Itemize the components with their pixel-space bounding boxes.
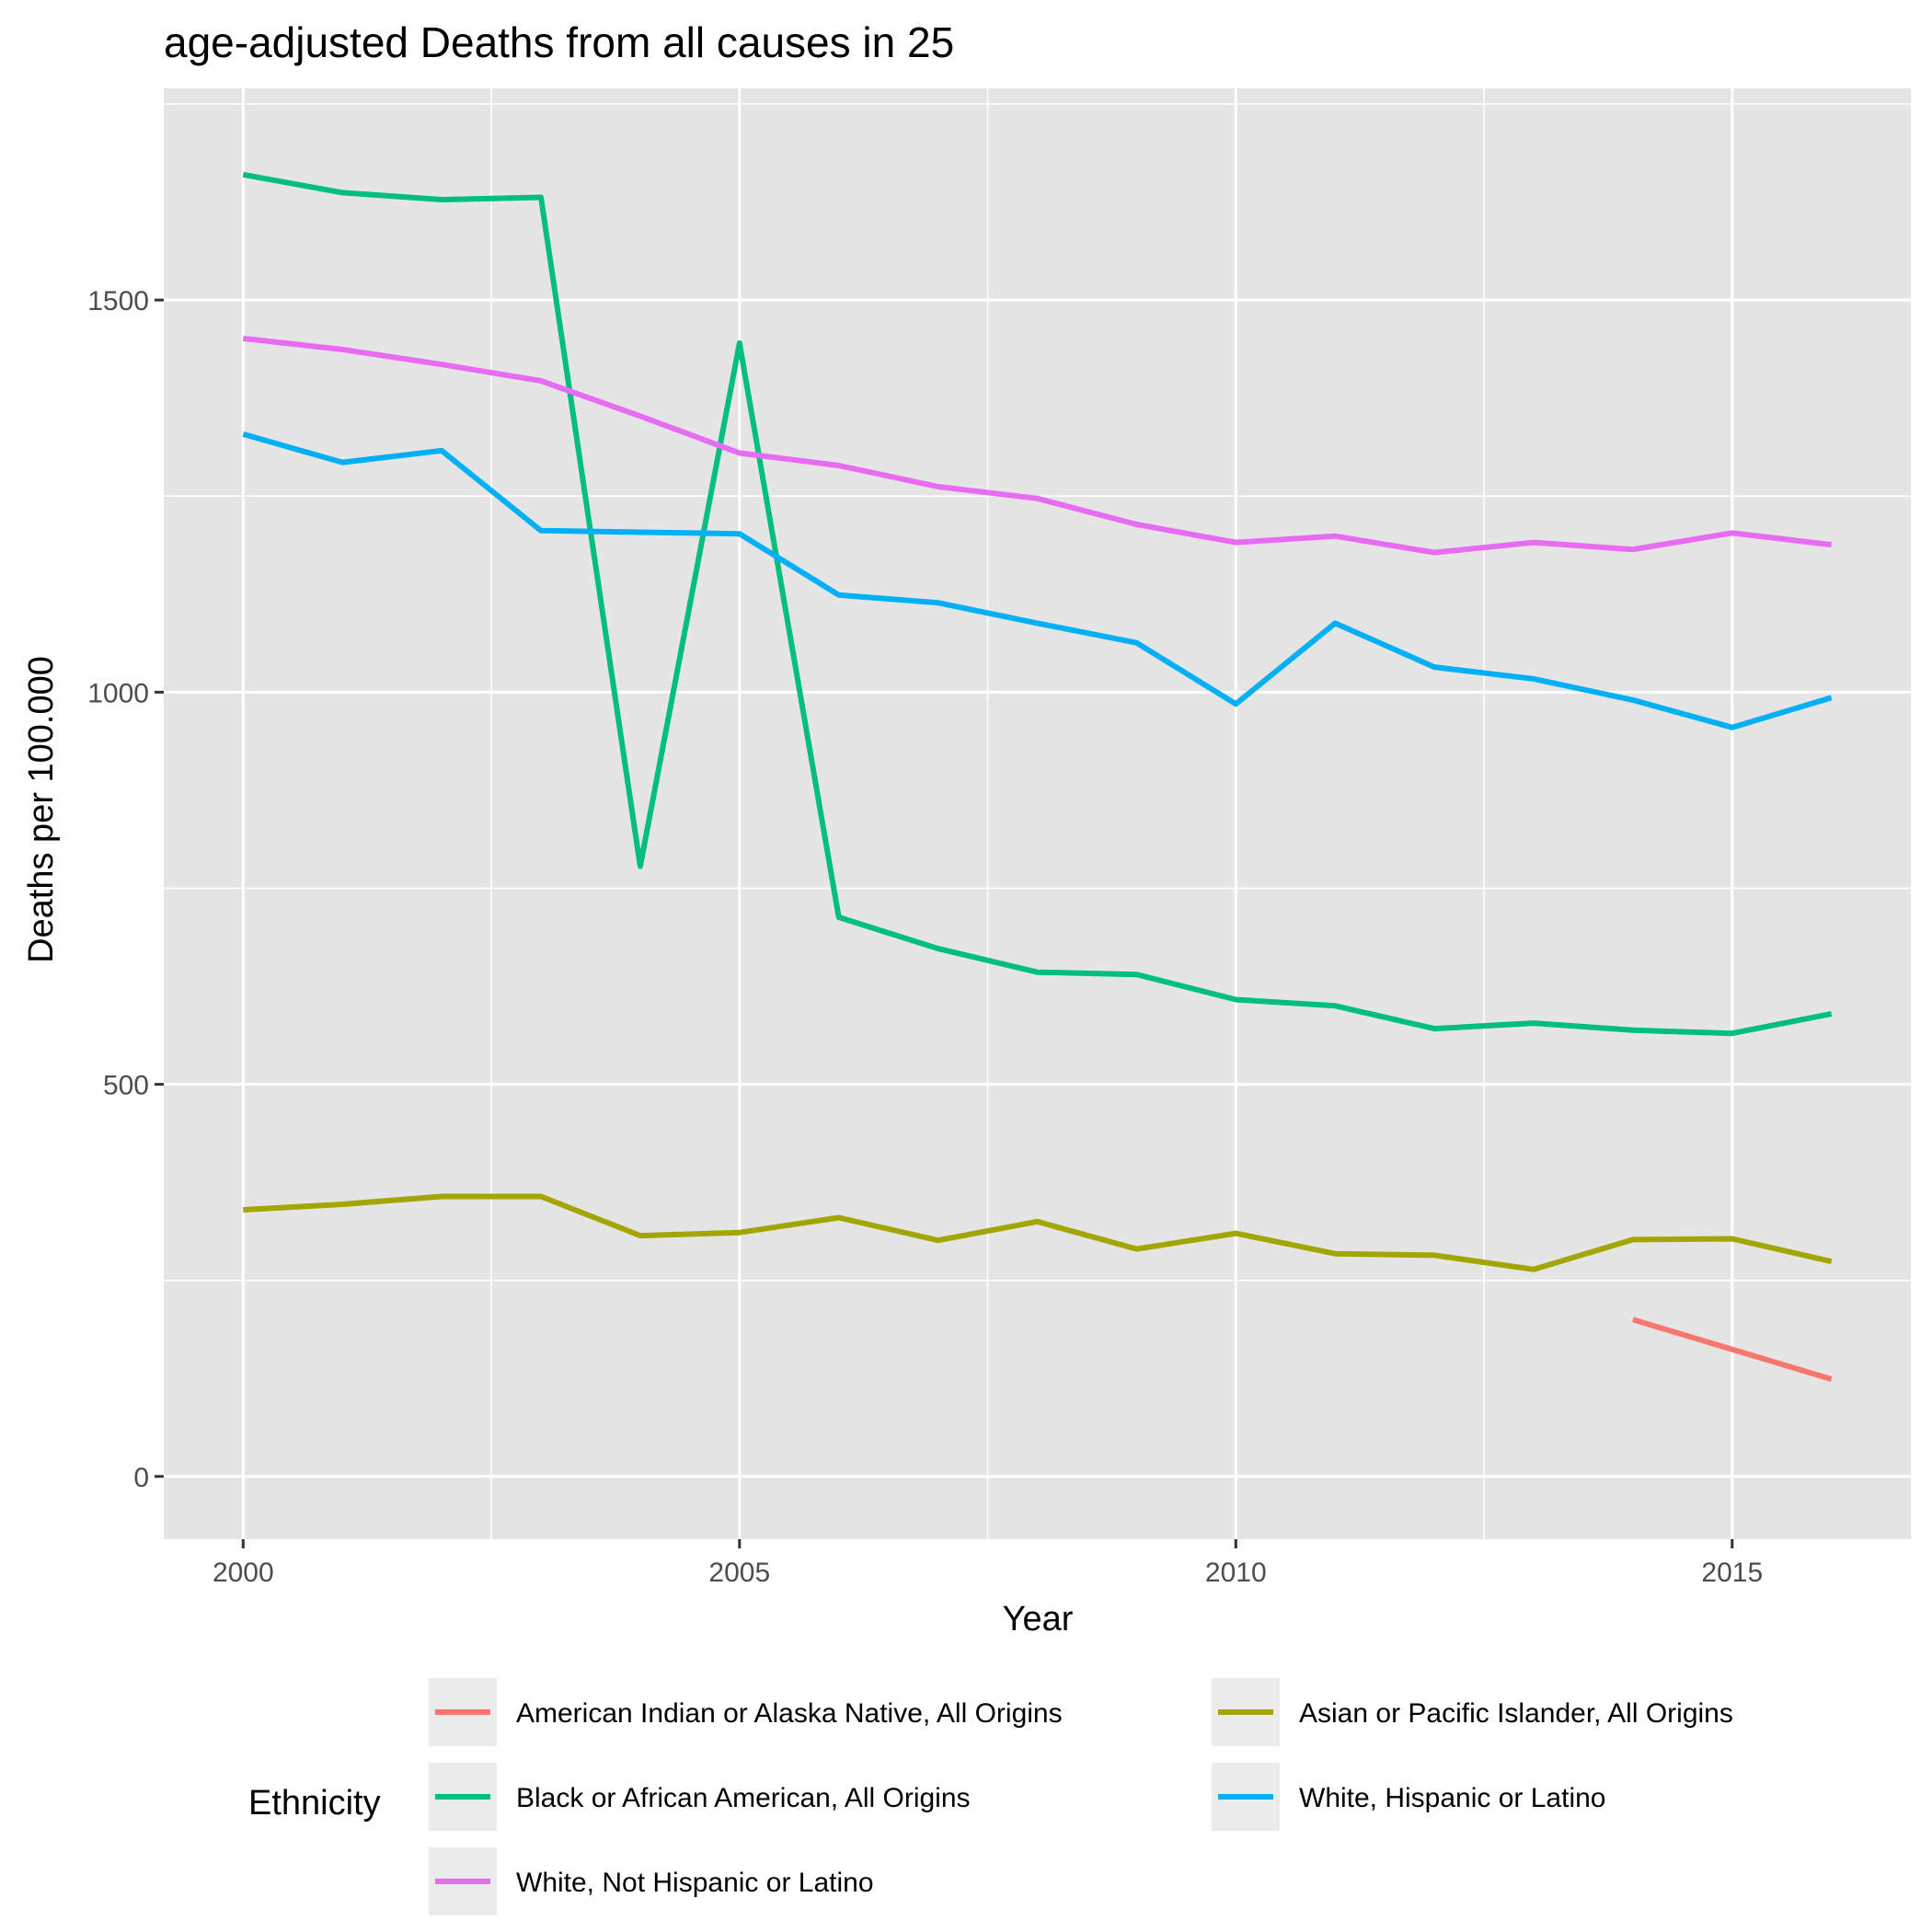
legend-items: American Indian or Alaska Native, All Or… xyxy=(429,1678,1733,1915)
chart-title: age-adjusted Deaths from all causes in 2… xyxy=(164,18,954,66)
y-tick-label: 500 xyxy=(103,1071,149,1101)
legend-label: Black or African American, All Origins xyxy=(516,1783,971,1813)
series-line xyxy=(242,335,1833,556)
y-tick-label: 1500 xyxy=(87,286,149,316)
x-axis-title: Year xyxy=(1003,1600,1074,1639)
y-axis: 0 500 1000 1500 xyxy=(87,286,164,1493)
series-line xyxy=(243,1193,1833,1272)
x-tick-label: 2010 xyxy=(1205,1558,1267,1588)
y-tick-label: 1000 xyxy=(87,678,149,708)
series-line xyxy=(1632,1317,1833,1382)
x-axis: 2000 2005 2010 2015 xyxy=(213,1539,1763,1588)
x-tick-label: 2005 xyxy=(708,1558,770,1588)
legend-label: Asian or Pacific Islander, All Origins xyxy=(1299,1698,1733,1729)
series-line xyxy=(242,171,1833,1037)
y-axis-title: Deaths per 100.000 xyxy=(22,656,61,963)
legend: Ethnicity American Indian or Alaska Nati… xyxy=(248,1678,1733,1915)
legend-label: American Indian or Alaska Native, All Or… xyxy=(516,1698,1063,1729)
legend-title: Ethnicity xyxy=(248,1784,381,1823)
major-gridlines xyxy=(164,88,1911,1539)
x-tick-label: 2015 xyxy=(1701,1558,1763,1588)
series-lines xyxy=(242,171,1833,1382)
legend-label: White, Not Hispanic or Latino xyxy=(516,1868,874,1898)
series-line xyxy=(242,431,1833,730)
y-tick-label: 0 xyxy=(133,1463,149,1493)
legend-label: White, Hispanic or Latino xyxy=(1299,1783,1606,1813)
x-tick-label: 2000 xyxy=(213,1558,274,1588)
plot-panel xyxy=(164,88,1911,1539)
